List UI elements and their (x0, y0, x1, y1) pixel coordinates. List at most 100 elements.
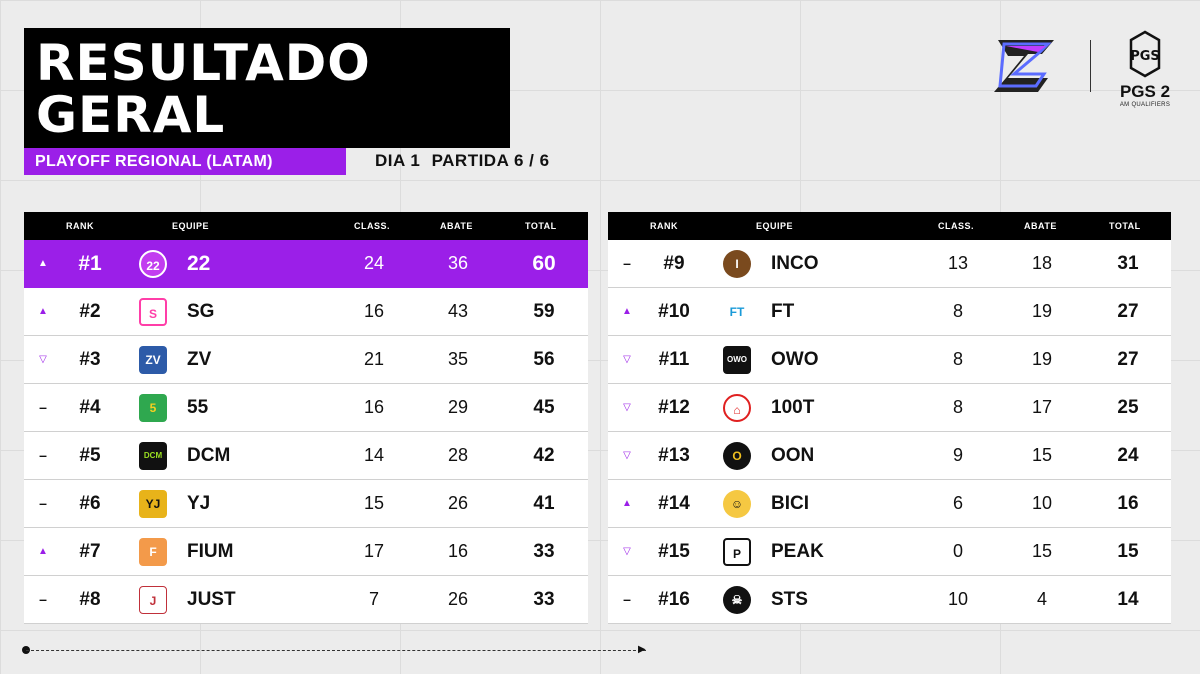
table-body: ▲ #1 22 22 24 36 60 ▲ #2 S SG 16 43 59 ▽ #3 ZV ZV 21 35 56 – #… (24, 240, 588, 624)
abate-cell: 29 (447, 397, 469, 417)
total-cell: 15 (1117, 541, 1139, 562)
class-cell: 9 (952, 445, 963, 465)
team-cell: BICI (771, 493, 809, 514)
rank-cell: #9 (663, 253, 685, 274)
ft-logo-icon: FT (723, 298, 751, 326)
trend-same-icon: – (39, 447, 47, 463)
match-info: DIA 1 PARTIDA 6 / 6 (375, 151, 556, 171)
table-row: – #6 YJ YJ 15 26 41 (24, 480, 588, 528)
team-cell: OON (771, 445, 815, 466)
pgs-subtitle: AM QUALIFIERS (1119, 102, 1171, 108)
abate-cell: 36 (447, 253, 469, 273)
abate-cell: 26 (447, 589, 469, 609)
total-header: TOTAL (525, 221, 557, 231)
table-row: ▲ #10 FT FT 8 19 27 (608, 288, 1171, 336)
just-logo-icon: J (139, 586, 167, 614)
rank-cell: #8 (79, 589, 101, 610)
team-cell: JUST (187, 589, 236, 610)
class-cell: 13 (947, 253, 969, 273)
trend-up-icon: ▲ (38, 258, 48, 269)
rank-cell: #7 (79, 541, 101, 562)
standings-table-left: RANK EQUIPE CLASS. ABATE TOTAL ▲ #1 22 22 24… (24, 212, 588, 624)
abate-cell: 17 (1031, 397, 1053, 417)
page-title-line2: GERAL (36, 86, 226, 144)
team-cell: 22 (187, 252, 211, 275)
match-label: PARTIDA 6 / 6 (431, 151, 550, 170)
table-row: ▽ #3 ZV ZV 21 35 56 (24, 336, 588, 384)
class-cell: 21 (363, 349, 385, 369)
svg-text:PGS: PGS (1130, 49, 1160, 64)
total-cell: 27 (1117, 301, 1139, 322)
trend-same-icon: – (39, 495, 47, 511)
bici-logo-icon: ☺ (723, 490, 751, 518)
table-row: ▲ #2 S SG 16 43 59 (24, 288, 588, 336)
rank-cell: #12 (658, 397, 690, 418)
total-cell: 33 (533, 589, 555, 610)
abate-cell: 43 (447, 301, 469, 321)
total-cell: 42 (533, 445, 555, 466)
progress-arrow-icon: ▶ (638, 644, 646, 655)
abate-cell: 18 (1031, 253, 1053, 273)
total-cell: 41 (533, 493, 555, 514)
team-cell: FT (771, 301, 795, 322)
table-row: ▽ #15 P PEAK 0 15 15 (608, 528, 1171, 576)
trend-same-icon: – (39, 591, 47, 607)
trend-same-icon: – (39, 399, 47, 415)
table-row: – #9 I INCO 13 18 31 (608, 240, 1171, 288)
trend-down-icon: ▽ (623, 354, 631, 365)
total-cell: 60 (532, 252, 556, 275)
team-cell: DCM (187, 445, 231, 466)
team-cell: OWO (771, 349, 819, 370)
55-logo-icon: 5 (139, 394, 167, 422)
owo-logo-icon: OWO (723, 346, 751, 374)
class-cell: 24 (363, 253, 385, 273)
class-cell: 16 (363, 301, 385, 321)
pgs-emblem-icon: PGS (1129, 30, 1161, 78)
total-cell: 27 (1117, 349, 1139, 370)
trend-down-icon: ▽ (623, 546, 631, 557)
fium-logo-icon: F (139, 538, 167, 566)
trend-down-icon: ▽ (623, 402, 631, 413)
trend-down-icon: ▽ (623, 450, 631, 461)
trend-up-icon: ▲ (38, 546, 48, 557)
table-row: ▲ #7 F FIUM 17 16 33 (24, 528, 588, 576)
table-row: – #5 DCM DCM 14 28 42 (24, 432, 588, 480)
page-title-line1: RESULTADO (36, 34, 371, 92)
abate-header: ABATE (440, 221, 473, 231)
trend-up-icon: ▲ (622, 498, 632, 509)
trend-same-icon: – (623, 255, 631, 271)
day-label: DIA 1 (375, 151, 421, 170)
rank-cell: #16 (658, 589, 690, 610)
total-cell: 56 (533, 349, 555, 370)
rank-cell: #3 (79, 349, 101, 370)
rank-cell: #4 (79, 397, 101, 418)
team-cell: PEAK (771, 541, 824, 562)
team-cell: YJ (187, 493, 211, 514)
rank-header: RANK (650, 221, 678, 231)
table-row: ▲ #1 22 22 24 36 60 (24, 240, 588, 288)
total-cell: 16 (1117, 493, 1139, 514)
abate-header: ABATE (1024, 221, 1057, 231)
class-cell: 16 (363, 397, 385, 417)
abate-cell: 28 (447, 445, 469, 465)
trend-down-icon: ▽ (39, 354, 47, 365)
rank-cell: #6 (79, 493, 101, 514)
abate-cell: 10 (1031, 493, 1053, 513)
team-cell: 100T (771, 397, 815, 418)
abate-cell: 19 (1031, 301, 1053, 321)
class-cell: 6 (952, 493, 963, 513)
abate-cell: 19 (1031, 349, 1053, 369)
table-row: ▽ #12 ⌂ 100T 8 17 25 (608, 384, 1171, 432)
table-row: ▽ #13 O OON 9 15 24 (608, 432, 1171, 480)
rank-cell: #15 (658, 541, 690, 562)
trend-up-icon: ▲ (38, 306, 48, 317)
tournament-logo-icon (994, 40, 1054, 92)
pgs-logo: PGS PGS 2 AM QUALIFIERS (1112, 30, 1178, 122)
inco-logo-icon: I (723, 250, 751, 278)
table-row: – #8 J JUST 7 26 33 (24, 576, 588, 624)
total-cell: 33 (533, 541, 555, 562)
total-cell: 25 (1117, 397, 1139, 418)
zv-logo-icon: ZV (139, 346, 167, 374)
table-header: RANK EQUIPE CLASS. ABATE TOTAL (24, 212, 588, 240)
class-cell: 15 (363, 493, 385, 513)
